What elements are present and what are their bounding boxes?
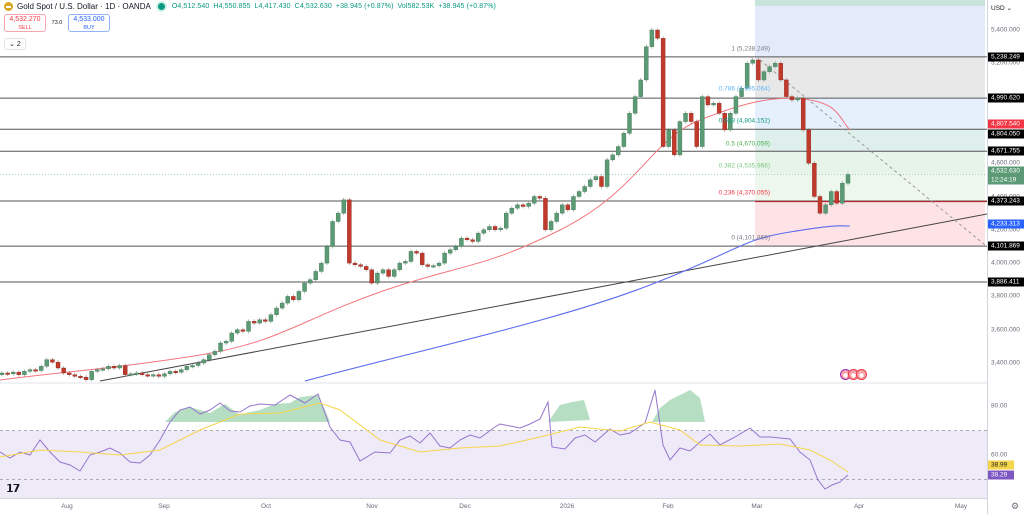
time-tick: May [954, 503, 968, 510]
rsi-tick: 60.00 [991, 451, 1008, 459]
time-tick: Mar [751, 503, 763, 510]
time-tick: Aug [61, 503, 73, 510]
time-tick: Nov [366, 503, 378, 510]
buy-label: BUY [83, 25, 95, 31]
price-tag: 3,886.411 [988, 277, 1024, 287]
price-tag: 4,101.869 [988, 241, 1024, 251]
price-tick: 5,200.000 [991, 59, 1020, 67]
fib-level-label: 0.786 (4,995.064) [718, 85, 770, 93]
fib-level-label: 0.618 (4,804.152) [718, 117, 770, 125]
ohlc-open: O4,512.540 [171, 3, 210, 10]
fib-level-label: 0 (4,101.869) [731, 234, 770, 242]
fib-level-label: 0.5 (4,670.059) [725, 140, 770, 148]
price-tick: 3,400.000 [991, 359, 1020, 367]
us-flag-event-icon[interactable] [856, 369, 867, 380]
price-tag: 4,990.620 [988, 93, 1024, 103]
sell-button[interactable]: 4,532.270 SELL [4, 14, 46, 32]
ohlc-close: C4,532.630 [294, 3, 332, 10]
ohlc-low: L4,417.430 [254, 3, 291, 10]
buy-price: 4,533.000 [73, 16, 105, 23]
currency-selector[interactable]: USD ⌄ [991, 4, 1012, 12]
chevron-down-icon: ⌄ [1006, 5, 1012, 12]
price-tick: 3,800.000 [991, 292, 1020, 300]
price-tag: 4,532.630 [988, 166, 1024, 176]
time-tick: Dec [459, 503, 471, 510]
price-tag: 5,238.249 [988, 52, 1024, 62]
time-tick: Apr [853, 503, 865, 510]
ohlc-high: H4,550.855 [213, 3, 251, 10]
time-tick: 2026 [559, 503, 575, 510]
price-tick: 3,600.000 [991, 326, 1020, 334]
rsi-value-tag: 38.29 [988, 470, 1014, 480]
price-tick: 5,400.000 [991, 26, 1020, 34]
indicators-collapse-button[interactable]: ⌄ 2 [4, 38, 26, 50]
fib-level-label: 0.382 (4,535.966) [718, 162, 770, 170]
rsi-value-tag: 38.99 [988, 460, 1014, 470]
volume-change: +38.945 (+0.87%) [438, 3, 496, 10]
price-tick: 4,200.000 [991, 226, 1020, 234]
symbol-header: Gold Spot / U.S. Dollar · 1D · OANDA O4,… [4, 2, 496, 11]
time-axis[interactable]: Aug Sep Oct Nov Dec 2026 Feb Mar Apr May [0, 498, 987, 515]
time-tick: Oct [260, 503, 272, 510]
settings-gear-icon[interactable]: ⚙ [1011, 501, 1020, 511]
price-tag: 4,671.755 [988, 146, 1024, 156]
symbol-title[interactable]: Gold Spot / U.S. Dollar · 1D · OANDA [17, 2, 151, 11]
volume: Vol582.53K [397, 3, 435, 10]
indicator-count: 2 [16, 41, 21, 48]
time-tick: Sep [158, 503, 170, 510]
price-tag: 4,807.540 [988, 119, 1024, 129]
price-axis[interactable]: USD ⌄ 5,400.0005,200.0004,600.0004,400.0… [987, 0, 1024, 514]
fib-level-label: 0.236 (4,370.055) [718, 189, 770, 197]
trade-panel: 4,532.270 SELL 73.0 4,533.000 BUY [4, 14, 110, 32]
fib-level-label: 1 (5,238.249) [731, 45, 770, 53]
price-tag: 4,373.243 [988, 196, 1024, 206]
market-open-status-icon [157, 3, 165, 10]
time-tick: Feb [662, 503, 674, 510]
buy-button[interactable]: 4,533.000 BUY [68, 14, 110, 32]
currency-label: USD [991, 5, 1005, 12]
price-tag: 4,804.050 [988, 129, 1024, 139]
spread-value: 73.0 [51, 20, 63, 26]
chevron-down-icon: ⌄ [9, 41, 15, 48]
price-chart-canvas[interactable] [0, 0, 987, 498]
price-tag: 12:24:19 [988, 175, 1024, 185]
price-tag: 4,233.313 [988, 219, 1024, 229]
tradingview-logo-icon[interactable]: 𝟭𝟳 [6, 483, 20, 495]
sell-price: 4,532.270 [9, 16, 41, 23]
sell-label: SELL [18, 25, 32, 31]
gold-logo-icon [4, 2, 13, 11]
price-tick: 4,600.000 [991, 159, 1020, 167]
rsi-tick: 80.00 [991, 402, 1008, 410]
price-tick: 4,000.000 [991, 259, 1020, 267]
ohlc-change: +38.945 (+0.87%) [335, 3, 394, 10]
economic-events [840, 369, 867, 380]
